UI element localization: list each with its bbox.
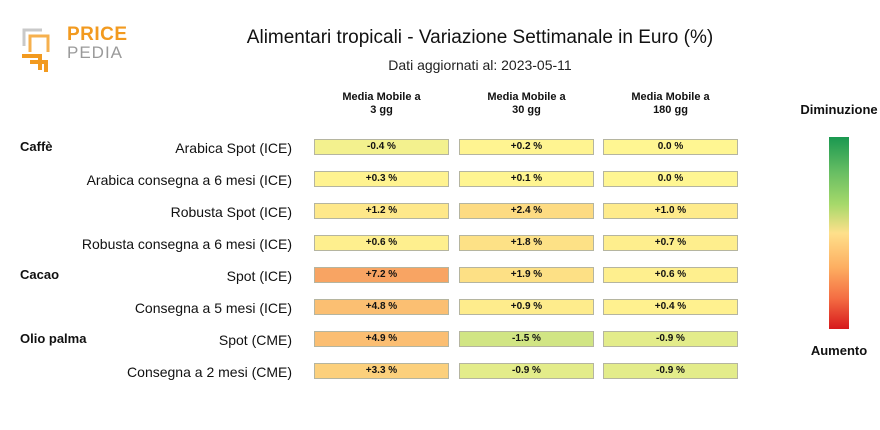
column-header-30gg: Media Mobile a 30 gg — [487, 91, 566, 116]
heatmap-cell: +4.9 % — [314, 331, 449, 347]
heatmap-cell: +7.2 % — [314, 267, 449, 283]
row-label: Arabica Spot (ICE) — [175, 140, 292, 156]
logo-text-pedia: PEDIA — [67, 43, 124, 62]
row-label: Arabica consegna a 6 mesi (ICE) — [86, 172, 292, 188]
heatmap-cell: +2.4 % — [459, 203, 594, 219]
heatmap-cell: 0.0 % — [603, 139, 738, 155]
chart-subtitle: Dati aggiornati al: 2023-05-11 — [388, 57, 572, 73]
heatmap-cell: 0.0 % — [603, 171, 738, 187]
heatmap-cell: +0.6 % — [314, 235, 449, 251]
heatmap-cell: +0.2 % — [459, 139, 594, 155]
heatmap-cell: +1.9 % — [459, 267, 594, 283]
logo-mark-icon — [22, 28, 50, 72]
chart-title: Alimentari tropicali - Variazione Settim… — [246, 27, 714, 48]
heatmap-cell: -0.9 % — [459, 363, 594, 379]
group-label: Cacao — [20, 267, 60, 282]
heatmap-cell: +3.3 % — [314, 363, 449, 379]
heatmap-cell: +0.1 % — [459, 171, 594, 187]
pricepedia-logo: PRICE PEDIA — [18, 22, 128, 74]
heatmap-cell: +0.4 % — [603, 299, 738, 315]
row-label: Spot (CME) — [218, 332, 292, 348]
legend-color-scale — [829, 137, 849, 329]
column-header-180gg: Media Mobile a 180 gg — [631, 91, 710, 116]
heatmap-cell: +1.0 % — [603, 203, 738, 219]
heatmap-cell: +0.7 % — [603, 235, 738, 251]
column-header-3gg: Media Mobile a 3 gg — [342, 91, 421, 116]
heatmap-cell: -0.9 % — [603, 363, 738, 379]
heatmap-cell: +4.8 % — [314, 299, 449, 315]
heatmap-cell: +1.8 % — [459, 235, 594, 251]
heatmap-cell: -0.4 % — [314, 139, 449, 155]
row-label: Consegna a 5 mesi (ICE) — [134, 300, 292, 316]
logo-text-price: PRICE — [67, 24, 128, 45]
row-label: Robusta consegna a 6 mesi (ICE) — [81, 236, 292, 252]
heatmap-cell: -0.9 % — [603, 331, 738, 347]
heatmap-cell: +0.6 % — [603, 267, 738, 283]
group-label: Olio palma — [20, 331, 87, 346]
heatmap-cell: +1.2 % — [314, 203, 449, 219]
heatmap-cell: +0.9 % — [459, 299, 594, 315]
row-label: Spot (ICE) — [226, 268, 292, 284]
row-label: Robusta Spot (ICE) — [170, 204, 292, 220]
heatmap-cell: +0.3 % — [314, 171, 449, 187]
legend-decrease-label: Diminuzione — [800, 102, 878, 117]
legend-increase-label: Aumento — [810, 343, 868, 358]
heatmap-cell: -1.5 % — [459, 331, 594, 347]
group-label: Caffè — [20, 139, 53, 154]
row-label: Consegna a 2 mesi (CME) — [127, 364, 292, 380]
